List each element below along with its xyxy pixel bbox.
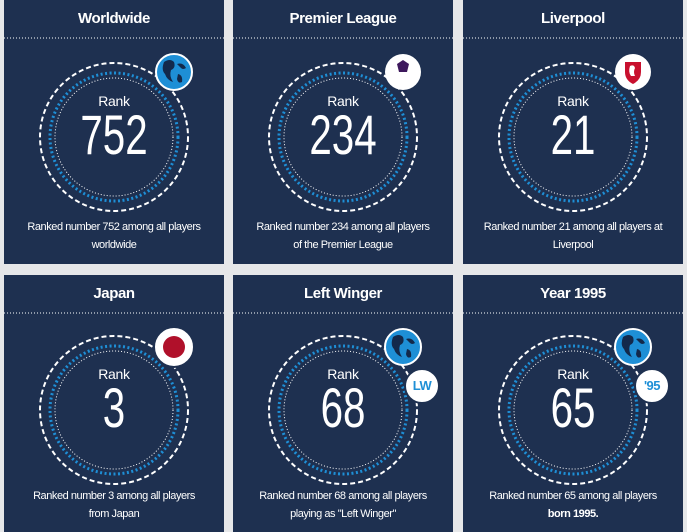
blue-ring [277,71,409,203]
inner-ring [283,350,403,470]
rank-card: Liverpool Rank 21 Ranked number 21 among al… [463,0,683,264]
blue-ring [48,71,180,203]
blue-ring [277,344,409,476]
blue-ring [507,71,639,203]
rank-card: Japan Rank 3 Ranked number 3 among all play… [4,275,224,532]
description: Ranked number 234 among all players of t… [251,218,435,254]
rank-value: 65 [550,376,596,439]
card-graphics [4,37,224,212]
rank-label: Rank [557,366,589,382]
description: Ranked number 68 among all players playi… [251,487,435,523]
card-title: Liverpool [541,10,605,27]
description: Ranked number 65 among all players born … [481,487,665,523]
rank-label: Rank [98,366,130,382]
globe-land [621,335,645,358]
badge: '95 [634,368,670,404]
card-title: Year 1995 [540,285,606,302]
rank-label: Rank [557,93,589,109]
card-graphics [463,37,683,212]
description-text: Ranked number 68 among all players playi… [259,490,427,520]
card-title: Left Winger [304,285,382,302]
inner-ring [513,350,633,470]
description-text: Ranked number 752 among all players worl… [27,221,201,251]
card-title: Premier League [289,10,397,27]
description-text: Ranked number 21 among all players at Li… [483,221,663,251]
outer-ring [498,335,648,485]
inner-ring [54,350,174,470]
globe-icon [384,328,422,366]
flag-dot [163,336,185,358]
badge: LW [404,368,440,404]
club-bird [629,65,635,76]
blue-ring [507,344,639,476]
rank-value: 234 [309,103,377,166]
blue-ring [48,344,180,476]
rank-value: 21 [550,103,596,166]
rank-card: Left Winger Rank 68 LW Ranked number 68 amon… [233,275,453,532]
rank-value: 68 [320,376,366,439]
outer-ring [268,335,418,485]
outer-ring [498,62,648,212]
globe-icon [155,53,193,91]
rank-card: Year 1995 Rank 65 '95 Ranked number 65 among… [463,275,683,532]
card-title: Japan [93,285,135,302]
description-text: born 1995. [547,508,599,520]
card-graphics [233,37,453,212]
card-title: Worldwide [78,10,150,27]
description: Ranked number 752 among all players worl… [22,218,206,254]
description-text: Ranked number 65 among all players [489,490,657,502]
outer-ring [39,335,189,485]
inner-ring [54,77,174,197]
globe-land [162,60,186,83]
description-text: Ranked number 234 among all players of t… [256,221,430,251]
rank-card: Worldwide Rank 752 Ranked number 752 among … [4,0,224,264]
card-graphics [463,312,683,485]
outer-ring [268,62,418,212]
globe-icon [614,328,652,366]
rank-label: Rank [327,93,359,109]
rank-value: 3 [102,376,126,439]
league-logo [397,60,409,72]
globe-land [391,335,415,358]
rank-card: Premier League Rank 234 Ranked number 234 a… [233,0,453,264]
card-graphics [233,312,453,485]
inner-ring [513,77,633,197]
inner-ring [283,77,403,197]
rank-value: 752 [80,103,148,166]
rank-label: Rank [327,366,359,382]
description: Ranked number 21 among all players at Li… [481,218,665,254]
description: Ranked number 3 among all players from J… [22,487,206,523]
description-text: Ranked number 3 among all players from J… [33,490,195,520]
outer-ring [39,62,189,212]
rank-label: Rank [98,93,130,109]
card-graphics [4,312,224,485]
